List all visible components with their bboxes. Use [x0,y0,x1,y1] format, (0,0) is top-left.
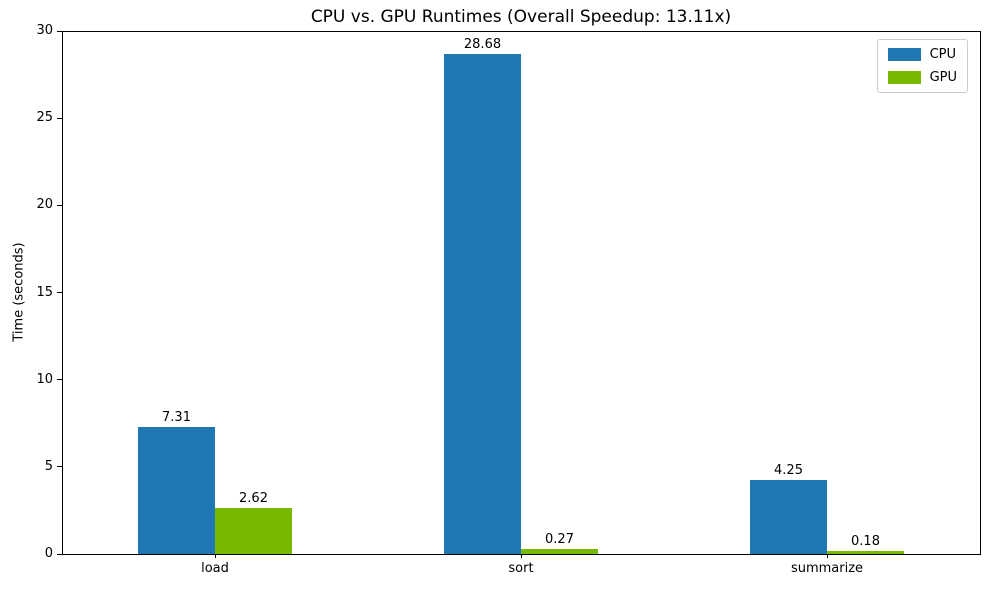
legend-label-gpu: GPU [929,70,957,85]
y-axis-tick [57,553,62,555]
x-axis-tick-label-load: load [201,561,229,576]
y-axis-tick [57,292,62,293]
y-axis-tick-label: 15 [36,284,53,300]
bar-value-label: 0.27 [545,532,574,548]
y-axis-tick-label: 10 [36,371,53,387]
legend-item-gpu: GPU [887,70,957,85]
y-axis-tick [57,379,62,381]
x-axis-tick [214,554,216,558]
x-axis-tick [520,554,522,558]
legend-item-cpu: CPU [887,47,957,62]
y-axis-tick [57,30,62,32]
y-axis-tick-label: 20 [36,197,53,213]
legend: CPU GPU [876,39,968,93]
bar-cpu-load [138,426,215,554]
legend-swatch-cpu [887,48,921,61]
bar-gpu-sort [521,549,598,554]
bar-cpu-summarize [750,479,827,554]
bar-value-label: 4.25 [774,462,803,478]
bar-value-label: 0.18 [851,533,880,549]
x-axis-tick [826,554,828,558]
y-axis-tick [57,117,62,119]
legend-label-cpu: CPU [929,47,956,62]
y-axis-tick-label: 30 [36,23,53,38]
y-axis-tick [57,466,62,468]
legend-swatch-gpu [887,71,921,84]
bar-value-label: 7.31 [162,409,191,425]
bar-gpu-summarize [827,550,904,554]
bar-cpu-sort [444,54,521,554]
y-axis-tick-label: 0 [44,546,53,561]
bar-gpu-load [215,508,292,554]
y-axis-tick [57,204,62,206]
bar-value-label: 28.68 [463,37,502,52]
bar-value-label: 2.62 [239,491,268,507]
x-axis-tick-label-sort: sort [508,561,534,576]
y-axis-tick-label: 25 [36,110,53,126]
x-axis-tick-label-summarize: summarize [790,561,864,576]
chart-title: CPU vs. GPU Runtimes (Overall Speedup: 1… [310,7,732,27]
y-axis-tick-label: 5 [44,458,53,474]
